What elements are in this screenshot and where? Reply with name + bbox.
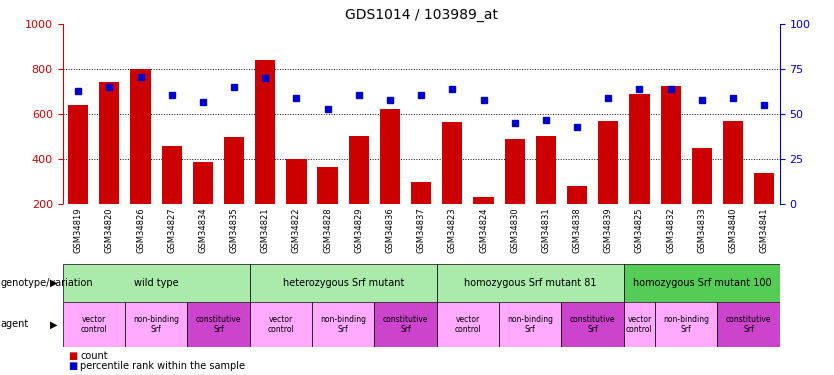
Text: GSM34838: GSM34838: [573, 207, 581, 253]
Bar: [499, 302, 561, 347]
Bar: [349, 136, 369, 204]
Text: constitutive
Srf: constitutive Srf: [570, 315, 615, 334]
Text: GSM34830: GSM34830: [510, 207, 520, 253]
Text: constitutive
Srf: constitutive Srf: [726, 315, 771, 334]
Text: count: count: [80, 351, 108, 361]
Bar: [691, 148, 712, 204]
Text: agent: agent: [1, 320, 29, 329]
Bar: [655, 302, 717, 347]
Text: ■: ■: [68, 361, 78, 370]
Bar: [505, 139, 525, 204]
Bar: [63, 264, 249, 302]
Bar: [624, 264, 780, 302]
Text: GSM34836: GSM34836: [385, 207, 394, 253]
Bar: [68, 105, 88, 204]
Text: homozygous Srf mutant 81: homozygous Srf mutant 81: [464, 278, 596, 288]
Text: GSM34837: GSM34837: [417, 207, 425, 253]
Bar: [754, 173, 774, 204]
Bar: [162, 146, 182, 204]
Text: constitutive
Srf: constitutive Srf: [196, 315, 241, 334]
Text: ■: ■: [68, 351, 78, 361]
Bar: [249, 302, 312, 347]
Bar: [224, 137, 244, 204]
Bar: [630, 94, 650, 204]
Bar: [661, 86, 681, 204]
Text: GSM34820: GSM34820: [105, 207, 113, 253]
Text: constitutive
Srf: constitutive Srf: [383, 315, 429, 334]
Bar: [561, 302, 624, 347]
Bar: [130, 69, 151, 204]
Bar: [379, 109, 400, 204]
Bar: [535, 136, 556, 204]
Text: vector
control: vector control: [626, 315, 653, 334]
Text: vector
control: vector control: [80, 315, 107, 334]
Text: GSM34833: GSM34833: [697, 207, 706, 253]
Bar: [598, 121, 619, 204]
Text: GSM34819: GSM34819: [73, 207, 83, 253]
Text: GSM34825: GSM34825: [635, 207, 644, 253]
Bar: [437, 302, 499, 347]
Bar: [717, 302, 780, 347]
Bar: [567, 186, 587, 204]
Bar: [318, 167, 338, 204]
Bar: [188, 302, 249, 347]
Bar: [125, 302, 188, 347]
Bar: [442, 122, 463, 204]
Bar: [624, 302, 655, 347]
Bar: [286, 159, 307, 204]
Text: non-binding
Srf: non-binding Srf: [133, 315, 179, 334]
Text: GSM34827: GSM34827: [167, 207, 176, 253]
Text: percentile rank within the sample: percentile rank within the sample: [80, 361, 245, 370]
Text: GSM34822: GSM34822: [292, 207, 301, 253]
Text: GSM34835: GSM34835: [229, 207, 239, 253]
Text: GSM34821: GSM34821: [261, 207, 269, 253]
Bar: [193, 162, 213, 204]
Text: ▶: ▶: [50, 278, 58, 288]
Bar: [411, 182, 431, 204]
Bar: [255, 60, 275, 204]
Text: GSM34831: GSM34831: [541, 207, 550, 253]
Bar: [249, 264, 437, 302]
Bar: [312, 302, 374, 347]
Text: non-binding
Srf: non-binding Srf: [507, 315, 553, 334]
Title: GDS1014 / 103989_at: GDS1014 / 103989_at: [344, 8, 498, 22]
Text: heterozygous Srf mutant: heterozygous Srf mutant: [283, 278, 404, 288]
Bar: [437, 264, 624, 302]
Text: ▶: ▶: [50, 320, 58, 329]
Text: homozygous Srf mutant 100: homozygous Srf mutant 100: [632, 278, 771, 288]
Bar: [63, 302, 125, 347]
Text: wild type: wild type: [133, 278, 178, 288]
Text: GSM34834: GSM34834: [198, 207, 208, 253]
Bar: [99, 82, 119, 204]
Bar: [374, 302, 437, 347]
Bar: [474, 196, 494, 204]
Text: GSM34824: GSM34824: [479, 207, 488, 253]
Text: GSM34826: GSM34826: [136, 207, 145, 253]
Text: GSM34841: GSM34841: [760, 207, 769, 253]
Text: non-binding
Srf: non-binding Srf: [663, 315, 709, 334]
Bar: [723, 121, 743, 204]
Text: genotype/variation: genotype/variation: [1, 278, 93, 288]
Text: vector
control: vector control: [455, 315, 481, 334]
Text: GSM34829: GSM34829: [354, 207, 364, 253]
Text: GSM34839: GSM34839: [604, 207, 613, 253]
Text: GSM34832: GSM34832: [666, 207, 676, 253]
Text: vector
control: vector control: [268, 315, 294, 334]
Text: non-binding
Srf: non-binding Srf: [320, 315, 366, 334]
Text: GSM34823: GSM34823: [448, 207, 457, 253]
Text: GSM34840: GSM34840: [729, 207, 737, 253]
Text: GSM34828: GSM34828: [323, 207, 332, 253]
